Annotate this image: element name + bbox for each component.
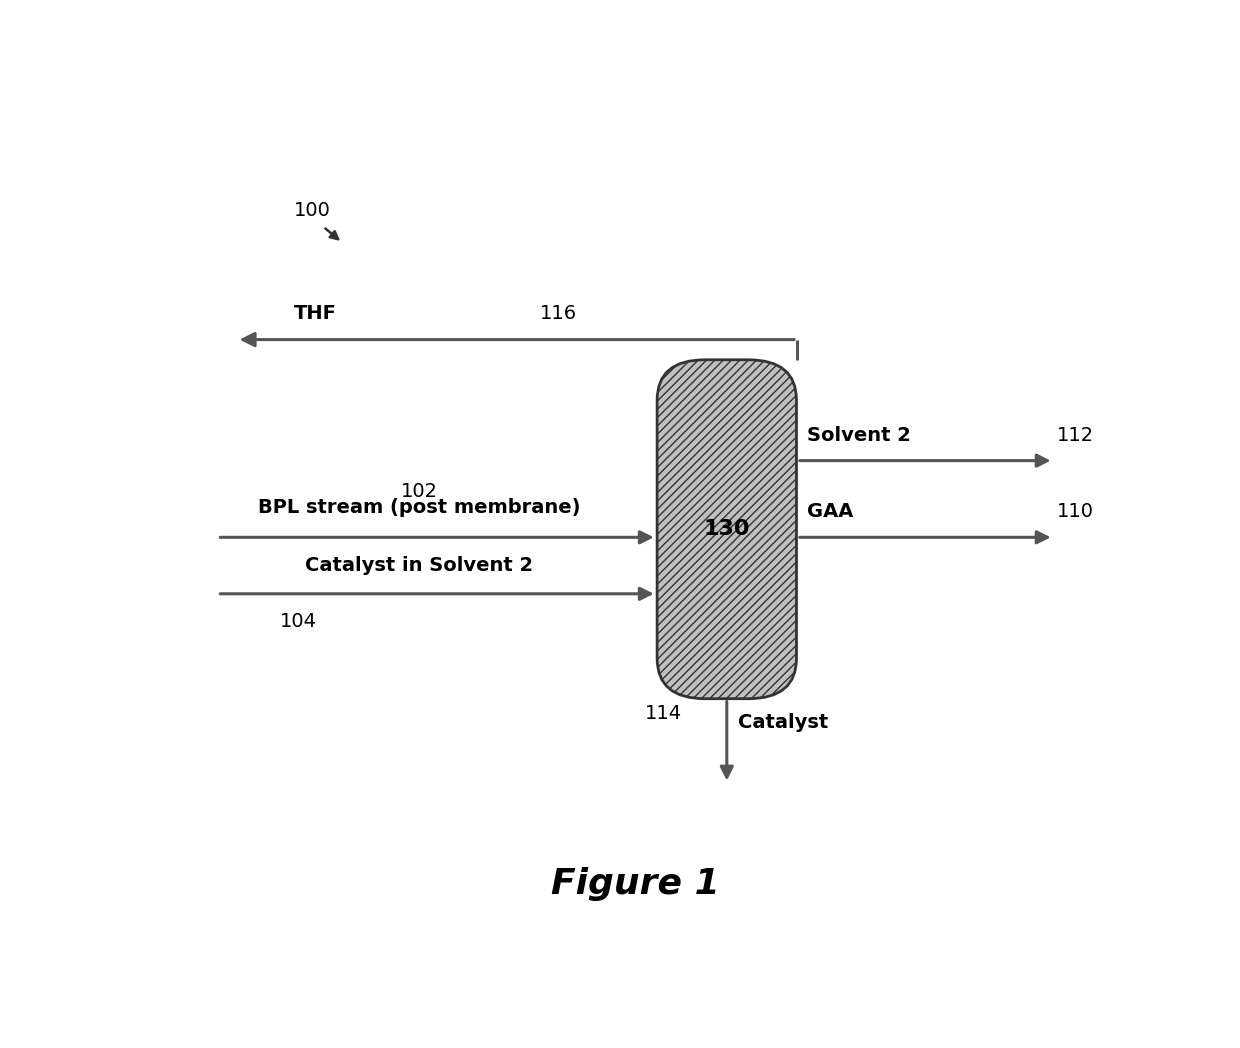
Text: 110: 110 <box>1056 502 1094 521</box>
Text: 112: 112 <box>1056 425 1094 444</box>
Text: 116: 116 <box>541 305 577 324</box>
FancyBboxPatch shape <box>657 359 796 699</box>
Text: BPL stream (post membrane): BPL stream (post membrane) <box>258 498 580 517</box>
Text: Solvent 2: Solvent 2 <box>806 425 910 444</box>
Text: 130: 130 <box>703 519 750 540</box>
Text: 102: 102 <box>401 482 438 501</box>
Text: 104: 104 <box>280 612 317 631</box>
Text: 100: 100 <box>294 201 331 220</box>
Text: Catalyst in Solvent 2: Catalyst in Solvent 2 <box>305 556 533 575</box>
Text: Catalyst: Catalyst <box>738 714 828 733</box>
Text: Figure 1: Figure 1 <box>551 868 720 901</box>
Text: GAA: GAA <box>806 502 853 521</box>
Text: 114: 114 <box>645 703 682 723</box>
Text: THF: THF <box>294 305 337 324</box>
